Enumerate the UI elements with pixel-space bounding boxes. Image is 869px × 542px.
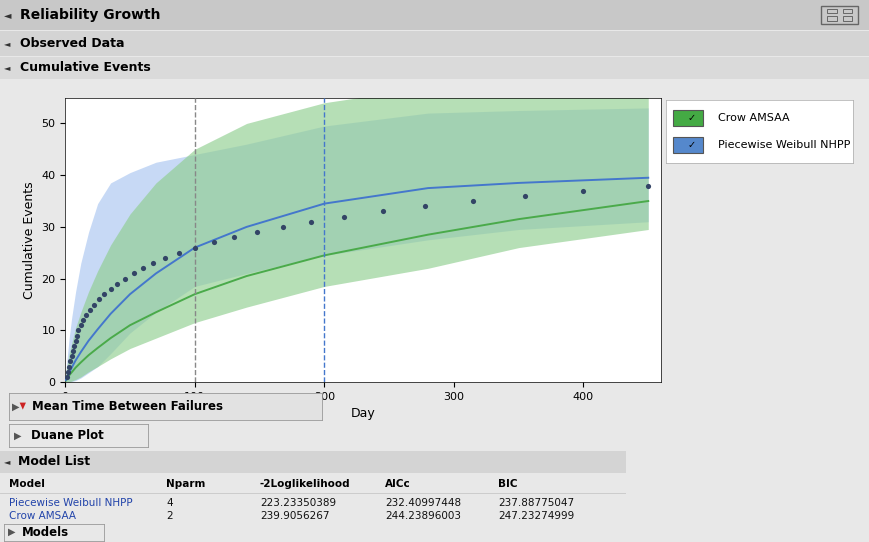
FancyBboxPatch shape xyxy=(673,137,702,153)
Text: Piecewise Weibull NHPP: Piecewise Weibull NHPP xyxy=(717,140,849,150)
FancyBboxPatch shape xyxy=(673,109,702,126)
Point xyxy=(83,305,96,314)
Point xyxy=(275,223,289,231)
Point xyxy=(127,269,141,278)
Y-axis label: Cumulative Events: Cumulative Events xyxy=(23,181,36,299)
Text: ▶: ▶ xyxy=(12,402,20,411)
Point xyxy=(207,238,221,247)
Point xyxy=(227,233,241,242)
Bar xyxy=(841,16,851,21)
Point xyxy=(304,217,318,226)
Point xyxy=(66,347,80,356)
Point xyxy=(64,352,78,360)
Point xyxy=(110,280,124,288)
Point xyxy=(146,259,160,267)
Point xyxy=(97,290,111,299)
Point xyxy=(418,202,432,210)
Point xyxy=(87,300,101,309)
Point xyxy=(63,357,77,366)
Point xyxy=(59,372,73,381)
Text: Duane Plot: Duane Plot xyxy=(31,429,103,442)
Text: Model List: Model List xyxy=(17,455,90,468)
Bar xyxy=(826,16,836,21)
Point xyxy=(375,207,389,216)
Text: Crow AMSAA: Crow AMSAA xyxy=(717,113,789,122)
Text: 237.88775047: 237.88775047 xyxy=(497,498,574,508)
Point xyxy=(92,295,106,304)
Text: Cumulative Events: Cumulative Events xyxy=(20,61,150,74)
Point xyxy=(136,264,149,273)
Text: Mean Time Between Failures: Mean Time Between Failures xyxy=(32,400,223,413)
Text: 244.23896003: 244.23896003 xyxy=(385,511,461,521)
Bar xyxy=(841,9,851,14)
Point xyxy=(158,254,172,262)
Text: Crow AMSAA: Crow AMSAA xyxy=(10,511,76,521)
Point xyxy=(172,248,186,257)
Point xyxy=(118,274,132,283)
Text: ▶: ▶ xyxy=(14,431,22,441)
Text: Models: Models xyxy=(23,526,70,539)
Point xyxy=(79,311,93,319)
Point xyxy=(103,285,117,293)
Text: AICc: AICc xyxy=(385,479,410,489)
Text: ◄: ◄ xyxy=(4,457,11,466)
Text: 4: 4 xyxy=(166,498,172,508)
Point xyxy=(69,337,83,345)
Text: Piecewise Weibull NHPP: Piecewise Weibull NHPP xyxy=(10,498,133,508)
Point xyxy=(188,243,202,252)
Polygon shape xyxy=(20,403,26,410)
Bar xyxy=(820,6,857,24)
X-axis label: Day: Day xyxy=(350,408,375,421)
Text: 223.23350389: 223.23350389 xyxy=(260,498,335,508)
Bar xyxy=(826,9,836,14)
Point xyxy=(67,341,81,350)
Text: 2: 2 xyxy=(166,511,172,521)
Point xyxy=(61,367,75,376)
Point xyxy=(640,181,654,190)
Text: Observed Data: Observed Data xyxy=(20,37,124,50)
Point xyxy=(62,362,76,371)
Text: 247.23274999: 247.23274999 xyxy=(497,511,574,521)
Point xyxy=(466,197,480,205)
Text: ◄: ◄ xyxy=(4,10,12,20)
Point xyxy=(576,186,590,195)
Point xyxy=(70,331,83,340)
Text: BIC: BIC xyxy=(497,479,517,489)
Text: -2Loglikelihood: -2Loglikelihood xyxy=(260,479,350,489)
Point xyxy=(518,191,532,200)
Text: ✓: ✓ xyxy=(687,140,695,150)
Point xyxy=(74,321,88,330)
Point xyxy=(76,315,90,324)
Text: ◄: ◄ xyxy=(4,39,10,48)
Text: 232.40997448: 232.40997448 xyxy=(385,498,461,508)
Text: ▶: ▶ xyxy=(9,527,16,537)
Text: 239.9056267: 239.9056267 xyxy=(260,511,329,521)
Point xyxy=(336,212,350,221)
Text: Nparm: Nparm xyxy=(166,479,205,489)
Point xyxy=(71,326,85,335)
Text: Model: Model xyxy=(10,479,45,489)
Text: ◄: ◄ xyxy=(4,63,10,72)
Point xyxy=(249,228,263,236)
Text: Reliability Growth: Reliability Growth xyxy=(20,8,160,22)
Text: ✓: ✓ xyxy=(687,113,695,122)
